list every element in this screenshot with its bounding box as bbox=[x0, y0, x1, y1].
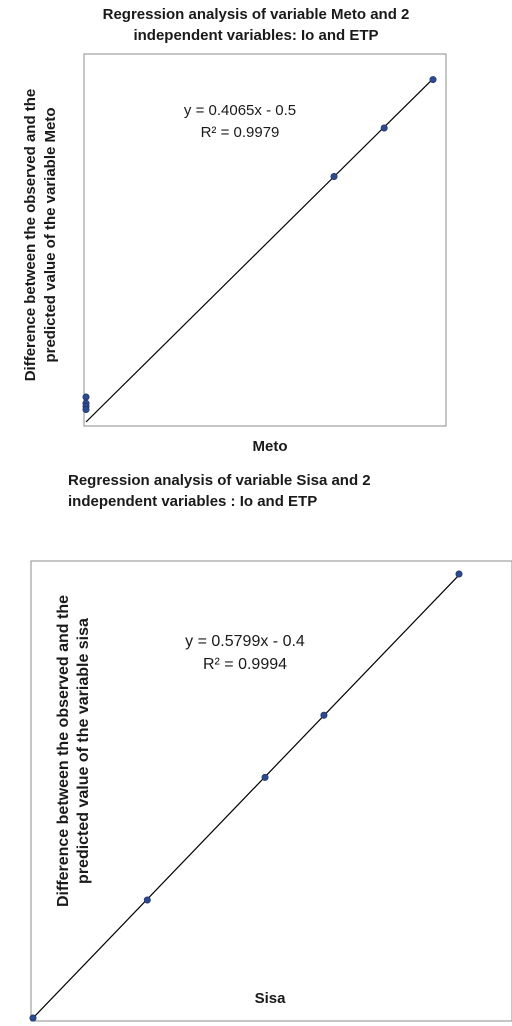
plot-border bbox=[30, 560, 512, 1022]
chart-title-line: Regression analysis of variable Sisa and… bbox=[68, 472, 371, 489]
y-axis-label-line: Difference between the observed and the bbox=[55, 594, 72, 908]
data-point bbox=[82, 405, 90, 413]
chart-title-line: Regression analysis of variable Meto and… bbox=[102, 6, 410, 23]
r-squared-text: R² = 0.9979 bbox=[200, 124, 280, 141]
data-point bbox=[143, 896, 151, 904]
trendline bbox=[85, 78, 434, 423]
y-axis-label-line: predicted value of the variable Meto bbox=[42, 107, 59, 363]
data-point bbox=[380, 124, 388, 132]
data-point bbox=[330, 173, 338, 181]
y-axis-label-line: predicted value of the variable sisa bbox=[75, 618, 92, 884]
chart-sisa: Regression analysis of variable Sisa and… bbox=[0, 462, 512, 1026]
chart-title-line: independent variables : Io and ETP bbox=[68, 493, 318, 510]
data-point bbox=[320, 711, 328, 719]
data-point bbox=[261, 773, 269, 781]
regression-equation: y = 0.4065x - 0.5 R² = 0.9979 bbox=[150, 100, 330, 144]
data-point bbox=[455, 570, 463, 578]
equation-text: y = 0.4065x - 0.5 bbox=[183, 102, 297, 119]
y-axis-label: Difference between the observed and the … bbox=[54, 551, 96, 951]
plot-border bbox=[83, 53, 447, 427]
data-point bbox=[429, 76, 437, 84]
trendline bbox=[32, 574, 460, 1019]
chart-meto: Regression analysis of variable Meto and… bbox=[0, 0, 512, 462]
plot-area bbox=[82, 53, 447, 427]
plot-area bbox=[29, 560, 512, 1022]
equation-text: y = 0.5799x - 0.4 bbox=[185, 633, 305, 650]
chart-title: Regression analysis of variable Meto and… bbox=[0, 4, 512, 46]
regression-equation: y = 0.5799x - 0.4 R² = 0.9994 bbox=[155, 630, 335, 676]
chart-title: Regression analysis of variable Sisa and… bbox=[0, 470, 512, 512]
chart-title-line: independent variables: Io and ETP bbox=[133, 27, 379, 44]
y-axis-label: Difference between the observed and the … bbox=[21, 45, 63, 425]
data-point bbox=[29, 1014, 37, 1022]
x-axis-label: Sisa bbox=[254, 990, 286, 1007]
r-squared-text: R² = 0.9994 bbox=[202, 656, 288, 673]
x-axis-label: Meto bbox=[252, 438, 288, 455]
data-point bbox=[82, 393, 90, 401]
y-axis-label-line: Difference between the observed and the bbox=[22, 88, 39, 382]
